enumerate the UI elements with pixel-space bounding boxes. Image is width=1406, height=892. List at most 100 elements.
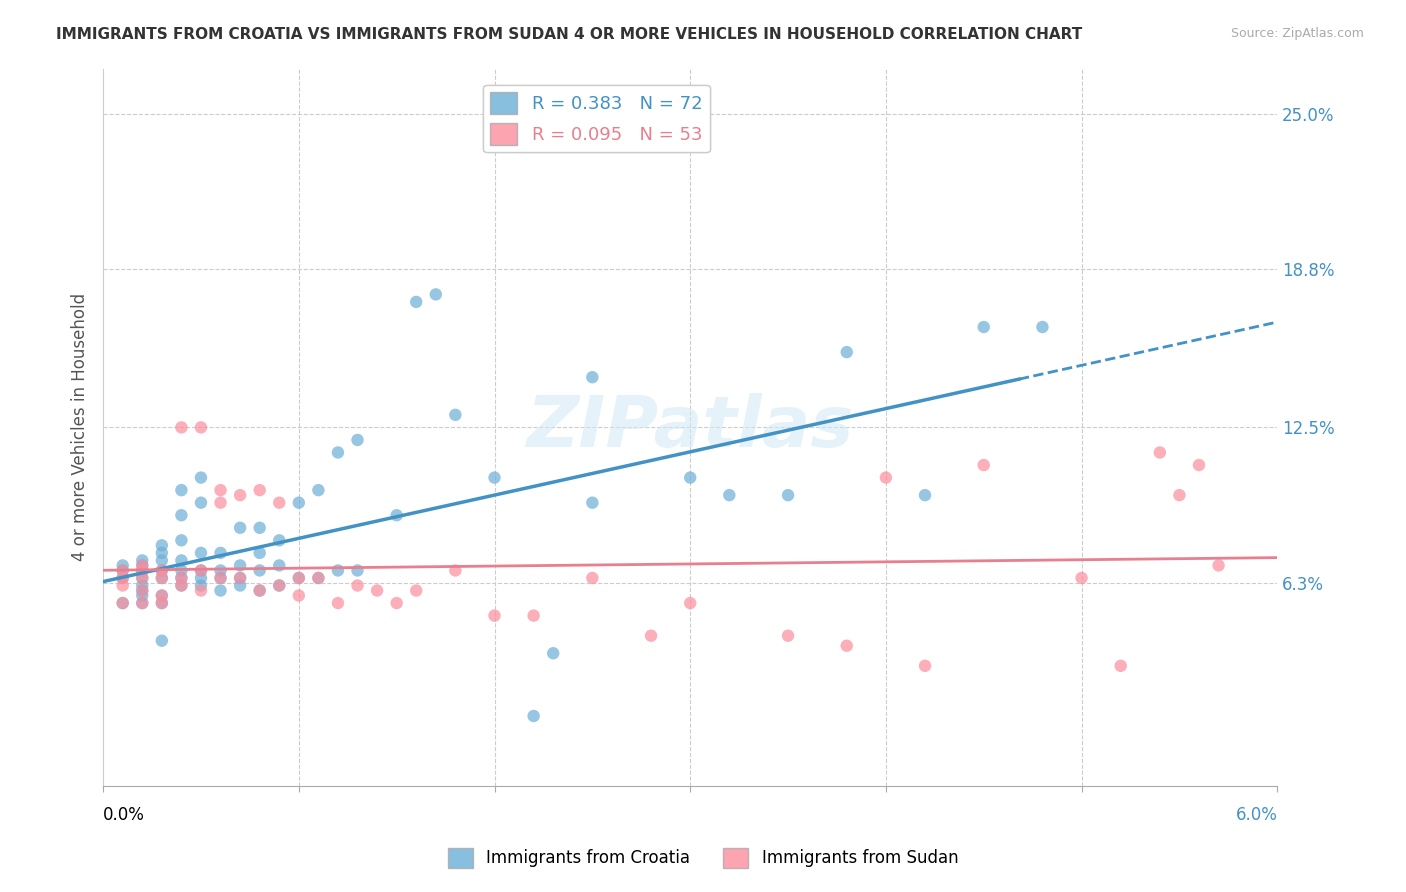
Point (1188, 458, 1211, 472)
Point (249, 583, 271, 598)
Point (269, 558, 291, 573)
Point (150, 538, 173, 552)
Point (150, 596, 173, 610)
Point (190, 583, 212, 598)
Point (346, 564, 368, 578)
Point (150, 553, 173, 567)
Point (835, 639, 858, 653)
Point (131, 558, 153, 573)
Point (170, 483, 193, 497)
Point (541, 646, 564, 660)
Text: Source: ZipAtlas.com: Source: ZipAtlas.com (1230, 27, 1364, 40)
Point (269, 533, 291, 548)
Point (209, 571, 232, 585)
Point (385, 508, 408, 523)
Point (640, 629, 662, 643)
Point (190, 496, 212, 510)
Point (444, 564, 467, 578)
Point (111, 571, 134, 585)
Point (776, 629, 799, 643)
Point (150, 564, 173, 578)
Point (209, 546, 232, 560)
Point (914, 488, 936, 502)
Point (190, 546, 212, 560)
Point (523, 709, 546, 723)
Point (581, 496, 603, 510)
Point (914, 658, 936, 673)
Point (249, 483, 271, 497)
Point (170, 420, 193, 434)
Point (229, 488, 252, 502)
Point (131, 596, 153, 610)
Point (346, 433, 368, 447)
Point (131, 578, 153, 592)
Point (229, 571, 252, 585)
Point (973, 458, 995, 472)
Point (875, 470, 897, 484)
Point (307, 571, 329, 585)
Point (307, 571, 329, 585)
Point (1149, 445, 1171, 459)
Y-axis label: 4 or more Vehicles in Household: 4 or more Vehicles in Household (72, 293, 89, 561)
Legend: R = 0.383   N = 72, R = 0.095   N = 53: R = 0.383 N = 72, R = 0.095 N = 53 (484, 85, 710, 153)
Point (190, 470, 212, 484)
Point (209, 571, 232, 585)
Point (170, 553, 193, 567)
Point (249, 564, 271, 578)
Point (111, 571, 134, 585)
Point (288, 496, 311, 510)
Point (150, 633, 173, 648)
Point (131, 571, 153, 585)
Point (581, 370, 603, 384)
Point (111, 596, 134, 610)
Point (209, 564, 232, 578)
Point (484, 608, 506, 623)
Point (150, 589, 173, 603)
Point (150, 564, 173, 578)
Point (484, 470, 506, 484)
Point (326, 564, 349, 578)
Point (1109, 658, 1132, 673)
Point (111, 596, 134, 610)
Point (307, 483, 329, 497)
Point (718, 488, 741, 502)
Point (131, 583, 153, 598)
Point (1168, 488, 1191, 502)
Point (131, 558, 153, 573)
Point (131, 564, 153, 578)
Point (269, 496, 291, 510)
Point (229, 571, 252, 585)
Point (190, 578, 212, 592)
Point (209, 496, 232, 510)
Point (170, 578, 193, 592)
Point (131, 553, 153, 567)
Point (581, 571, 603, 585)
Point (209, 483, 232, 497)
Point (288, 571, 311, 585)
Point (209, 583, 232, 598)
Point (170, 571, 193, 585)
Point (288, 571, 311, 585)
Point (444, 408, 467, 422)
Point (326, 445, 349, 459)
Point (249, 583, 271, 598)
Point (1070, 571, 1092, 585)
Point (170, 571, 193, 585)
Point (150, 589, 173, 603)
Point (229, 578, 252, 592)
Point (131, 564, 153, 578)
Text: ZIPatlas: ZIPatlas (526, 392, 853, 462)
Point (326, 596, 349, 610)
Point (111, 558, 134, 573)
Point (679, 596, 702, 610)
Legend: Immigrants from Croatia, Immigrants from Sudan: Immigrants from Croatia, Immigrants from… (441, 841, 965, 875)
Point (776, 488, 799, 502)
Point (150, 571, 173, 585)
Point (229, 558, 252, 573)
Point (111, 564, 134, 578)
Point (523, 608, 546, 623)
Point (229, 521, 252, 535)
Point (249, 521, 271, 535)
Point (111, 578, 134, 592)
Point (425, 287, 447, 301)
